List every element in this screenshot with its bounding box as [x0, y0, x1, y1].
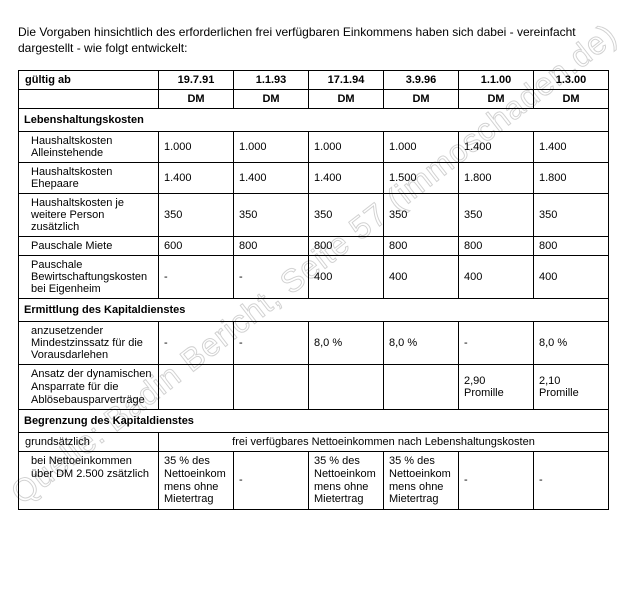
grundsaetzlich-text: frei verfügbares Nettoeinkommen nach Leb… — [159, 433, 609, 452]
row-label: anzusetzender Mindestzinssatz für die Vo… — [19, 322, 159, 365]
cell: 1.400 — [159, 163, 234, 194]
section-begrenzung: Begrenzung des Kapitaldienstes — [19, 410, 609, 433]
cell: - — [234, 256, 309, 299]
cell: 1.400 — [534, 132, 609, 163]
cur-1: DM — [234, 90, 309, 109]
cell: 600 — [159, 237, 234, 256]
cell: 800 — [384, 237, 459, 256]
cell: 1.000 — [309, 132, 384, 163]
date-1: 1.1.93 — [234, 71, 309, 90]
grundsaetzlich-label: grundsätzlich — [19, 433, 159, 452]
row-label: Haushaltskosten je weitere Person zusätz… — [19, 194, 159, 237]
cell: 1.800 — [534, 163, 609, 194]
cell: 400 — [534, 256, 609, 299]
section-ermittlung: Ermittlung des Kapitaldienstes — [19, 299, 609, 322]
cell — [234, 365, 309, 410]
cell: 400 — [459, 256, 534, 299]
table-row: Pauschale Bewirtschaftungskosten bei Eig… — [19, 256, 609, 299]
cell: 8,0 % — [384, 322, 459, 365]
cell: 8,0 % — [534, 322, 609, 365]
cell: 350 — [459, 194, 534, 237]
cell: 1.500 — [384, 163, 459, 194]
cell: - — [459, 452, 534, 510]
cell: 2,90 Promille — [459, 365, 534, 410]
cell — [159, 365, 234, 410]
cur-2: DM — [309, 90, 384, 109]
cell: 800 — [234, 237, 309, 256]
cur-4: DM — [459, 90, 534, 109]
cell: 8,0 % — [309, 322, 384, 365]
cell: 1.000 — [384, 132, 459, 163]
cell: 35 % des Nettoeinkommens ohne Mietertrag — [384, 452, 459, 510]
cell: - — [534, 452, 609, 510]
header-row-dates: gültig ab 19.7.91 1.1.93 17.1.94 3.9.96 … — [19, 71, 609, 90]
cell: 350 — [234, 194, 309, 237]
cell: 1.400 — [309, 163, 384, 194]
section-lebenshaltung: Lebenshaltungskosten — [19, 109, 609, 132]
table-row: Haushaltskosten Alleinstehende 1.000 1.0… — [19, 132, 609, 163]
table-row: anzusetzender Mindestzinssatz für die Vo… — [19, 322, 609, 365]
header-gueltig-ab: gültig ab — [19, 71, 159, 90]
cell: 1.000 — [234, 132, 309, 163]
cell: 1.400 — [234, 163, 309, 194]
date-5: 1.3.00 — [534, 71, 609, 90]
cell: 350 — [384, 194, 459, 237]
cur-3: DM — [384, 90, 459, 109]
table-row: Haushaltskosten je weitere Person zusätz… — [19, 194, 609, 237]
cell: 800 — [309, 237, 384, 256]
cell: - — [159, 256, 234, 299]
cell: - — [459, 322, 534, 365]
date-3: 3.9.96 — [384, 71, 459, 90]
data-table: gültig ab 19.7.91 1.1.93 17.1.94 3.9.96 … — [18, 70, 609, 509]
grundsaetzlich-row: grundsätzlich frei verfügbares Nettoeink… — [19, 433, 609, 452]
cell: 350 — [159, 194, 234, 237]
row-label: Haushaltskosten Ehepaare — [19, 163, 159, 194]
cell: 800 — [534, 237, 609, 256]
cell: - — [159, 322, 234, 365]
date-0: 19.7.91 — [159, 71, 234, 90]
cur-0: DM — [159, 90, 234, 109]
cell: - — [234, 322, 309, 365]
cur-5: DM — [534, 90, 609, 109]
cell: 35 % des Nettoeinkommens ohne Mietertrag — [159, 452, 234, 510]
cell: 350 — [309, 194, 384, 237]
cell: 400 — [309, 256, 384, 299]
row-label: Pauschale Bewirtschaftungskosten bei Eig… — [19, 256, 159, 299]
table-row: Ansatz der dynamischen Ansparrate für di… — [19, 365, 609, 410]
cell: 400 — [384, 256, 459, 299]
cell: 2,10 Promille — [534, 365, 609, 410]
header-row-currency: DM DM DM DM DM DM — [19, 90, 609, 109]
cell: 1.000 — [159, 132, 234, 163]
table-row: bei Nettoeinkommen über DM 2.500 zsätzli… — [19, 452, 609, 510]
row-label: bei Nettoeinkommen über DM 2.500 zsätzli… — [19, 452, 159, 510]
header-blank — [19, 90, 159, 109]
cell — [384, 365, 459, 410]
cell: 1.800 — [459, 163, 534, 194]
row-label: Pauschale Miete — [19, 237, 159, 256]
date-2: 17.1.94 — [309, 71, 384, 90]
row-label: Haushaltskosten Alleinstehende — [19, 132, 159, 163]
row-label: Ansatz der dynamischen Ansparrate für di… — [19, 365, 159, 410]
date-4: 1.1.00 — [459, 71, 534, 90]
cell: 800 — [459, 237, 534, 256]
cell: - — [234, 452, 309, 510]
table-row: Pauschale Miete 600 800 800 800 800 800 — [19, 237, 609, 256]
cell — [309, 365, 384, 410]
cell: 350 — [534, 194, 609, 237]
table-row: Haushaltskosten Ehepaare 1.400 1.400 1.4… — [19, 163, 609, 194]
cell: 1.400 — [459, 132, 534, 163]
intro-text: Die Vorgaben hinsichtlich des erforderli… — [18, 24, 609, 56]
cell: 35 % des Nettoeinkommens ohne Mietertrag — [309, 452, 384, 510]
